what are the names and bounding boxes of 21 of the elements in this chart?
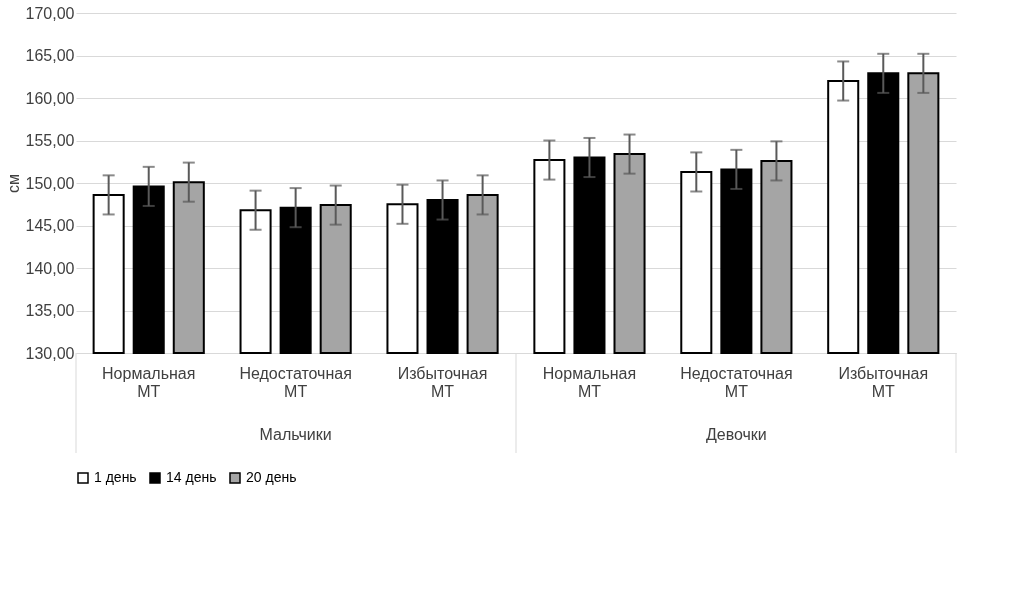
y-tick-label: 140,00 xyxy=(25,259,75,277)
y-tick-label: 160,00 xyxy=(25,89,75,107)
y-tick-label: 150,00 xyxy=(25,174,75,192)
legend-label: 1 день xyxy=(94,469,137,485)
text: Мальчики xyxy=(259,426,332,443)
y-tick-label: 165,00 xyxy=(25,47,75,64)
x-tick-label: Нормальная МТ xyxy=(542,364,637,400)
x-tick-label: Избыточная МТ xyxy=(397,364,488,400)
text: Девочки xyxy=(705,426,767,443)
y-tick-label: 170,00 xyxy=(25,4,75,22)
y-tick-label: 145,00 xyxy=(25,217,75,234)
x-tick-label: Недостаточная МТ xyxy=(680,364,793,400)
y-axis-title: см xyxy=(4,174,22,193)
legend-label: 14 день xyxy=(166,469,217,485)
x-tick-label: Избыточная МТ xyxy=(838,364,929,400)
y-tick-label: 135,00 xyxy=(25,302,75,319)
x-tick-label: Нормальная МТ xyxy=(102,364,196,400)
legend-label: 20 день xyxy=(246,469,297,485)
y-tick-label: 155,00 xyxy=(25,132,75,149)
x-tick-label: Недостаточная МТ xyxy=(239,364,352,400)
y-tick-label: 130,00 xyxy=(25,344,75,362)
